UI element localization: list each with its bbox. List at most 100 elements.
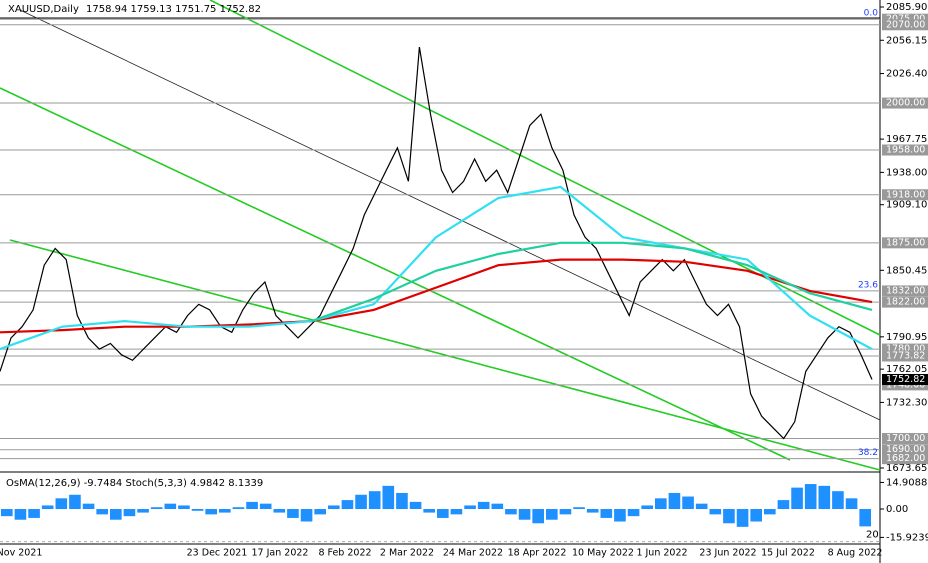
osma-bar [259,503,272,510]
level-label: 1832.00 [886,285,925,296]
osma-bar [232,507,245,510]
osma-bar [818,485,831,510]
y-tick-label: 14.9088 [886,477,927,488]
x-tick-label: 2 Mar 2022 [380,548,434,559]
y-tick-label: 0.00 [886,504,908,515]
osma-bar [600,509,613,518]
osma-bar [246,501,258,510]
osma-bar [205,509,217,515]
plot-bg [0,0,880,563]
osma-bar [82,503,95,510]
level-label: 1822.00 [886,297,925,308]
osma-bar [518,509,531,520]
osma-bar [137,509,149,513]
y-tick-label: 2026.40 [886,69,927,80]
level-label: 1918.00 [886,189,925,200]
osma-bar [382,485,395,510]
osma-bar [273,509,286,513]
osma-bar [573,507,585,510]
moving-average [311,241,873,323]
x-tick-label: 8 Aug 2022 [828,548,883,559]
osma-bar [559,509,572,515]
osma-bar [586,509,599,513]
level-label: 1690.00 [886,444,925,455]
osma-bar [709,509,722,515]
osma-bar [655,498,667,510]
osma-bar [791,487,803,510]
level-label: 1682.00 [886,453,925,464]
osma-bar [532,509,544,524]
level-box [882,144,928,156]
level-box [882,444,928,456]
osma-bar [450,509,463,515]
osma-bar [300,509,313,522]
fib-label: 38.2 [858,448,878,458]
osma-bar [682,496,694,510]
osma-bar [328,505,340,510]
osma-bar [287,509,299,518]
fib-label: 0.0 [864,9,879,19]
moving-average [0,258,873,334]
y-tick-label: 1938.00 [886,167,927,178]
osma-bar [804,484,817,510]
level-box [882,189,928,201]
osma-bar [55,498,68,510]
osma-bar [641,505,653,510]
osma-bar [178,505,190,510]
osma-bar [123,509,136,517]
level-label: 2070.00 [886,19,925,30]
x-tick-label: 1 Jun 2022 [636,548,687,559]
osma-bar [845,498,858,510]
x-tick-label: 8 Feb 2022 [318,548,371,559]
level-box [882,285,928,297]
osma-bar [219,509,231,513]
indicator-title: OsMA(12,26,9) -9.7484 Stoch(5,3,3) 4.984… [6,478,263,489]
osma-bar [96,509,108,515]
level-box [882,433,928,445]
osma-bar [477,501,490,510]
osma-bar [423,509,435,513]
level-label: 2000.00 [886,98,925,109]
current-box [882,373,928,385]
x-tick-label: 10 May 2022 [572,548,634,559]
osma-bar [668,492,681,510]
y-tick-label: 1673.65 [886,463,927,474]
osma-bar [750,509,762,522]
level-box [882,13,928,25]
osma-bar [546,509,558,520]
osma-bar [627,509,640,517]
level-label: 2075.00 [886,14,925,25]
osma-bar [164,503,177,510]
osma-bar [695,503,708,510]
osma-bar [764,509,776,515]
level-label: 1773.82 [886,350,925,361]
y-tick-label: 1790.95 [886,332,927,343]
level-box [882,237,928,249]
osma-bar [341,500,354,510]
y-tick-label: 1909.10 [886,200,927,211]
x-tick-label: 18 Apr 2022 [508,548,567,559]
osma-bar [150,507,163,510]
osma-bar [41,505,54,510]
moving-average [0,185,873,351]
ohlc-text: 1758.94 1759.13 1751.75 1752.82 [86,4,261,15]
level-box [882,343,928,355]
osma-bar [859,509,871,527]
level-box [882,350,928,362]
osma-bar [191,509,204,511]
osma-bar [14,509,27,520]
osma-bar [777,500,790,510]
y-tick-label: 1732.30 [886,397,927,408]
fib-label: 23.6 [858,280,878,290]
y-tick-label: 1850.45 [886,265,927,276]
level-box [882,453,928,465]
channel-line [9,239,881,471]
osma-bar [314,509,326,515]
x-tick-label: 23 Jun 2022 [699,548,756,559]
osma-bar [464,505,476,510]
current-label: 1752.82 [886,374,925,385]
y-tick-label: 2056.15 [886,35,927,46]
osma-bar [355,494,367,510]
x-tick-label: 17 Jan 2022 [252,548,309,559]
